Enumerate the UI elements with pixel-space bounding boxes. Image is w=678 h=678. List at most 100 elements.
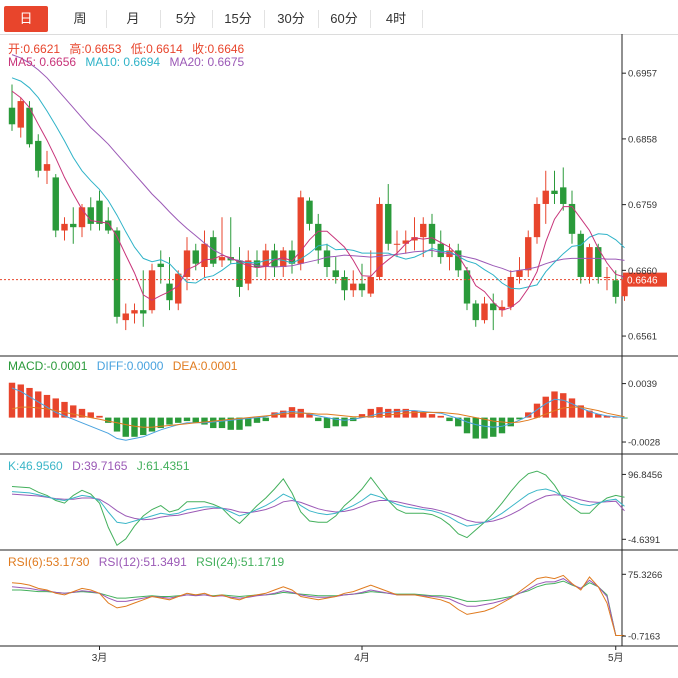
tab-weekly[interactable]: 周 — [73, 11, 87, 26]
macd-histogram-bar — [183, 417, 191, 422]
kline-chart[interactable]: 0.6646 0.6957 0.6858 0.6759 0.6660 0.6561 0.0… — [0, 34, 678, 678]
tab-divider — [318, 10, 319, 28]
macd-histogram-bar — [516, 417, 523, 420]
macd-histogram-bar — [96, 415, 103, 418]
candle-body — [533, 203, 541, 238]
candle-body — [43, 164, 51, 171]
moving-average-lines — [11, 54, 625, 311]
candle-body — [61, 223, 68, 231]
candle-body — [551, 190, 558, 194]
candle-body — [52, 177, 59, 231]
ohlc-legend: 开:0.6621 高:0.6653 低:0.6614 收:0.6646 — [8, 40, 250, 57]
macd-histogram-bar — [26, 387, 33, 418]
macd-histogram-bar — [113, 417, 121, 432]
ma5-value: MA5: 0.6656 — [8, 55, 77, 69]
macd-histogram-bar — [332, 417, 339, 427]
macd-histogram-bar — [393, 408, 401, 418]
macd-histogram-bar — [122, 417, 129, 437]
macd-histogram-bar — [192, 417, 199, 423]
tab-monthly[interactable]: 月 — [126, 11, 140, 26]
ma20-line — [11, 54, 625, 273]
candle-body — [341, 276, 348, 291]
candle-body — [236, 260, 243, 287]
price-tick-label: 0.6957 — [628, 69, 657, 80]
macd-histogram-bar — [428, 414, 436, 418]
macd-histogram-bar — [245, 417, 252, 427]
macd-histogram-bar — [140, 417, 147, 436]
ma-legend: MA5: 0.6656 MA10: 0.6694 MA20: 0.6675 — [8, 55, 250, 69]
low-value: 低:0.6614 — [130, 42, 183, 56]
open-value: 开:0.6621 — [8, 42, 61, 56]
candle-body — [385, 203, 392, 244]
macd-histogram-bar — [446, 417, 453, 422]
macd-histogram-bar — [201, 417, 208, 425]
candle-body — [183, 250, 191, 277]
tab-5min[interactable]: 5分 — [175, 11, 197, 26]
macd-histogram-bar — [8, 382, 16, 418]
candle-body — [586, 247, 593, 277]
macd-histogram-bar — [525, 412, 532, 418]
rsi12-value: RSI(12):51.3491 — [98, 555, 187, 569]
candle-body — [210, 237, 217, 264]
macd-histogram-bar — [210, 417, 217, 429]
candle-body — [306, 200, 313, 224]
macd-histogram-bar — [481, 417, 488, 439]
macd-histogram-bar — [437, 415, 444, 418]
macd-histogram-bar — [35, 391, 42, 418]
tab-30min[interactable]: 30分 — [277, 11, 305, 26]
candle-body — [420, 223, 427, 238]
tab-4hour[interactable]: 4时 — [385, 11, 407, 26]
candle-body — [621, 279, 628, 297]
macd-histogram-bar — [533, 403, 541, 418]
macd-histogram-bar — [157, 417, 164, 429]
time-tick-label: 3月 — [92, 652, 108, 664]
tab-15min[interactable]: 15分 — [224, 11, 252, 26]
macd-histogram-bar — [595, 414, 602, 418]
candlestick-series: 0.6646 — [0, 84, 667, 331]
candle-body — [113, 230, 121, 317]
time-tick-label: 5月 — [608, 652, 624, 664]
candle-body — [428, 223, 436, 244]
macd-histogram-bar — [603, 415, 611, 418]
macd-histogram-bar — [341, 417, 348, 427]
candle-body — [17, 101, 24, 128]
macd-histogram-bar — [420, 412, 427, 418]
diff-line — [11, 387, 625, 441]
candle-body — [297, 197, 304, 264]
macd-histogram-bar — [166, 417, 173, 425]
candle-body — [393, 243, 401, 245]
kdj-tick-label: 96.8456 — [628, 470, 662, 481]
candle-body — [35, 140, 42, 171]
macd-histogram-bar — [227, 417, 234, 430]
candle-body — [560, 187, 567, 204]
price-tick-label: 0.6759 — [628, 200, 657, 211]
candle-body — [140, 310, 147, 314]
candle-body — [507, 276, 514, 307]
macd-histogram-bar — [463, 417, 471, 434]
candle-body — [157, 263, 164, 268]
candle-body — [376, 203, 383, 277]
macd-histogram-bar — [323, 417, 331, 429]
tab-60min[interactable]: 60分 — [330, 11, 358, 26]
macd-panel — [8, 382, 628, 441]
tab-daily[interactable]: 日 — [4, 6, 48, 32]
candle-body — [262, 250, 269, 268]
price-tick-label: 0.6858 — [628, 134, 657, 145]
macd-histogram-bar — [586, 410, 593, 418]
macd-histogram-bar — [78, 408, 86, 418]
macd-histogram-bar — [358, 414, 366, 418]
candle-body — [542, 190, 549, 204]
candle-body — [455, 250, 462, 271]
candle-body — [595, 247, 602, 277]
macd-histogram-bar — [551, 391, 558, 418]
current-price-tag — [623, 272, 667, 287]
macd-histogram-bar — [236, 417, 243, 430]
candle-body — [192, 250, 199, 264]
candle-body — [131, 310, 138, 314]
candle-body — [218, 257, 226, 261]
candle-body — [577, 233, 584, 277]
macd-histogram-bar — [507, 417, 514, 427]
macd-histogram-bar — [621, 417, 628, 419]
high-value: 高:0.6653 — [69, 42, 122, 56]
candle-body — [175, 273, 182, 304]
